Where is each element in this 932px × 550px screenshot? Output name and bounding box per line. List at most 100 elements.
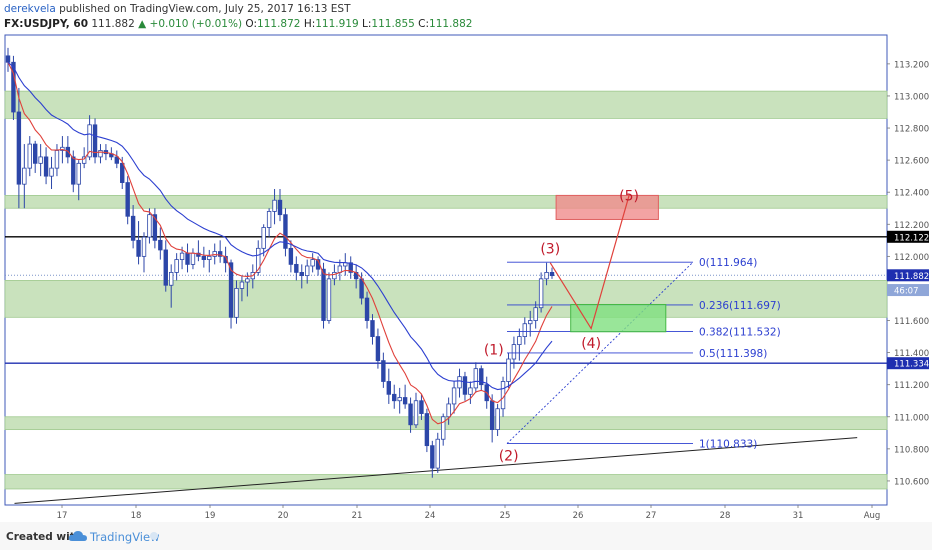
candle-body bbox=[228, 262, 234, 318]
low-label: L: bbox=[362, 18, 372, 30]
support-resistance-zone bbox=[4, 90, 888, 119]
candle-body bbox=[136, 239, 141, 257]
candle-body bbox=[544, 272, 549, 280]
elliott-wave-label: (5) bbox=[619, 188, 639, 204]
elliott-wave-label: (2) bbox=[499, 448, 519, 464]
candle-body bbox=[479, 368, 484, 386]
last-price: 111.882 bbox=[91, 18, 135, 30]
candle-body bbox=[511, 344, 517, 360]
x-tick-label: 19 bbox=[205, 511, 216, 521]
candle-body bbox=[179, 252, 185, 260]
support-resistance-zone bbox=[4, 280, 888, 318]
candle-body bbox=[430, 445, 435, 469]
fib-level-label: 0.5(111.398) bbox=[699, 348, 767, 360]
candle-body bbox=[147, 214, 152, 238]
candle-body bbox=[408, 403, 413, 426]
low-value: 111.855 bbox=[371, 18, 415, 30]
symbol-label: FX:USDJPY, 60 bbox=[4, 18, 88, 30]
candle-body bbox=[506, 358, 511, 382]
candle-body bbox=[49, 167, 54, 177]
high-label: H: bbox=[303, 18, 316, 30]
elliott-wave-label: (1) bbox=[484, 342, 504, 358]
candle-body bbox=[462, 376, 468, 395]
y-tick-label: 112.000 bbox=[894, 253, 929, 263]
candle-body bbox=[468, 387, 473, 395]
elliott-wave-label: (3) bbox=[540, 241, 560, 257]
author-link[interactable]: derekvela bbox=[4, 3, 56, 15]
candle-body bbox=[348, 262, 353, 273]
candle-body bbox=[538, 278, 544, 309]
candle-body bbox=[299, 272, 304, 277]
candle-body bbox=[495, 408, 500, 431]
candle-body bbox=[261, 227, 266, 249]
y-tick-label: 111.600 bbox=[894, 317, 929, 327]
candle-body bbox=[304, 265, 310, 277]
price-label-text: 111.334 bbox=[894, 360, 929, 370]
moving-average-line bbox=[7, 62, 553, 425]
candle-body bbox=[446, 403, 451, 418]
x-tick-label: 17 bbox=[57, 511, 68, 521]
candle-body bbox=[33, 143, 38, 164]
candle-body bbox=[549, 272, 555, 277]
price-label-text: 112.122 bbox=[894, 233, 929, 243]
candle-body bbox=[473, 368, 479, 389]
candle-body bbox=[451, 387, 457, 405]
price-label-badge bbox=[887, 284, 929, 297]
chart-header: derekvela published on TradingView.com, … bbox=[4, 2, 472, 32]
tradingview-brand-link[interactable]: TradingView bbox=[90, 530, 160, 544]
candle-body bbox=[27, 143, 32, 169]
candle-body bbox=[370, 320, 375, 337]
candle-body bbox=[98, 150, 103, 158]
candle-body bbox=[457, 376, 462, 389]
candle-body bbox=[92, 124, 98, 158]
y-tick-label: 112.400 bbox=[894, 189, 929, 199]
y-tick-label: 112.800 bbox=[894, 125, 929, 135]
candle-body bbox=[517, 336, 522, 345]
elliott-wave-label: (4) bbox=[581, 336, 601, 352]
candle-body bbox=[81, 156, 87, 164]
y-tick-label: 111.200 bbox=[894, 381, 929, 391]
fib-level-label: 1(110.833) bbox=[699, 439, 757, 451]
green-target-box bbox=[570, 303, 667, 333]
candle-body bbox=[397, 397, 402, 402]
candle-body bbox=[22, 167, 27, 185]
fib-level-label: 0.382(111.532) bbox=[699, 326, 781, 338]
share-dot-icon[interactable] bbox=[150, 532, 158, 540]
footer-bar: Created with TradingView bbox=[0, 522, 932, 550]
candle-body bbox=[54, 150, 60, 169]
x-tick-label: 25 bbox=[500, 511, 511, 521]
close-value: 111.882 bbox=[429, 18, 473, 30]
candle-body bbox=[266, 211, 272, 228]
candle-body bbox=[174, 259, 179, 273]
support-resistance-zone bbox=[4, 474, 888, 490]
candle-body bbox=[201, 255, 207, 260]
x-tick-label: 21 bbox=[352, 511, 363, 521]
candle-body bbox=[185, 252, 190, 265]
candle-body bbox=[332, 272, 337, 280]
candle-body bbox=[207, 255, 212, 260]
candle-body bbox=[11, 61, 16, 113]
candle-body bbox=[38, 156, 43, 164]
candle-body bbox=[272, 199, 277, 212]
y-tick-label: 110.600 bbox=[894, 477, 929, 487]
candle-body bbox=[277, 199, 283, 216]
y-tick-label: 112.600 bbox=[894, 157, 929, 167]
candle-body bbox=[424, 413, 430, 447]
y-tick-label: 113.200 bbox=[894, 60, 929, 70]
candle-body bbox=[256, 247, 261, 273]
support-resistance-zone bbox=[4, 195, 888, 209]
candle-body bbox=[489, 400, 495, 431]
price-chart[interactable]: 0(111.964) 0.236(111.697) 0.382(111.532) 0.… bbox=[0, 0, 932, 522]
x-tick-label: 26 bbox=[573, 511, 584, 521]
candle-body bbox=[234, 288, 239, 318]
fib-level-label: 0(111.964) bbox=[699, 257, 757, 269]
candle-body bbox=[283, 214, 288, 249]
y-tick-label: 110.800 bbox=[894, 445, 929, 455]
candle-body bbox=[375, 336, 381, 362]
x-tick-label: 28 bbox=[720, 511, 731, 521]
candle-body bbox=[419, 400, 424, 414]
candle-body bbox=[43, 156, 49, 177]
candle-body bbox=[152, 214, 158, 241]
candle-body bbox=[87, 124, 92, 158]
candle-body bbox=[163, 249, 168, 286]
